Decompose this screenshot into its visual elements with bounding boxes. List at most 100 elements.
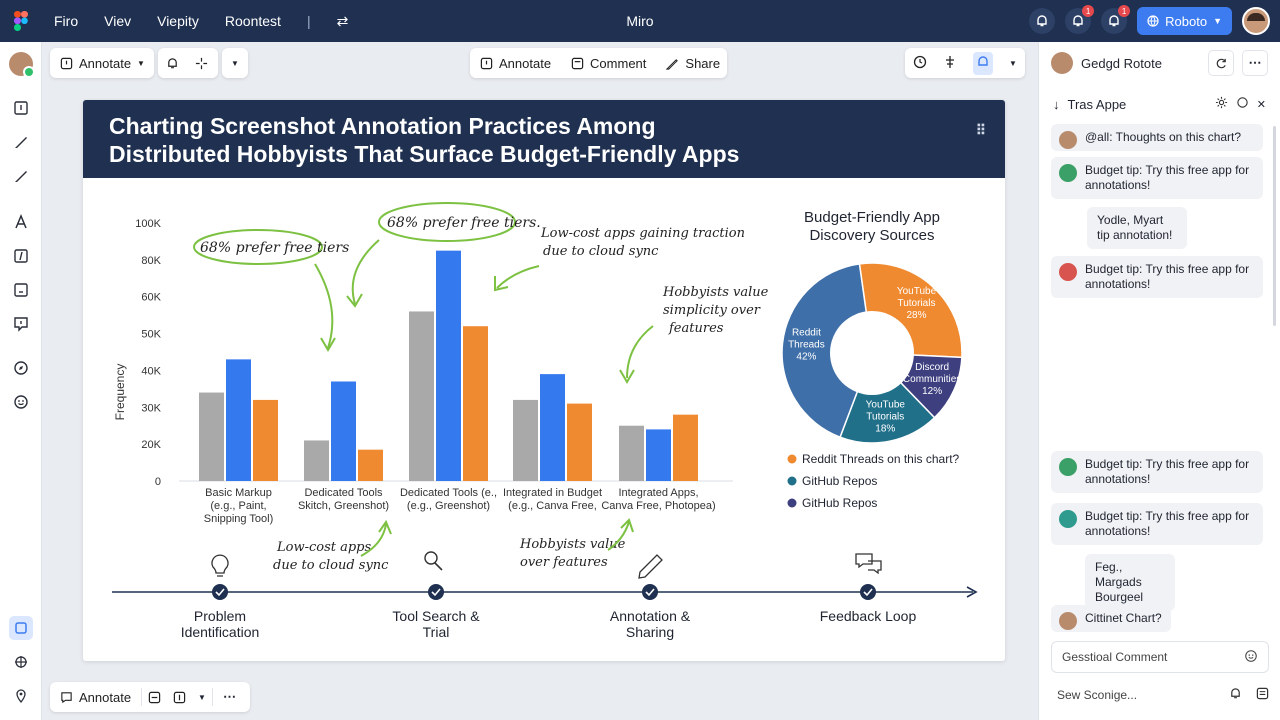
bar[interactable] bbox=[540, 374, 565, 481]
menu-view[interactable]: Viev bbox=[104, 13, 132, 29]
notification-badge: 1 bbox=[1082, 5, 1095, 17]
bar[interactable] bbox=[226, 359, 251, 481]
emoji-icon[interactable] bbox=[11, 392, 31, 412]
panel-scrollbar[interactable] bbox=[1273, 126, 1276, 326]
bell-tool-button[interactable] bbox=[158, 48, 187, 78]
check-icon bbox=[863, 588, 873, 597]
settings-icon[interactable] bbox=[1215, 96, 1228, 112]
panel-footer: Sew Sconige... bbox=[1057, 684, 1269, 706]
bar[interactable] bbox=[304, 440, 329, 481]
bar[interactable] bbox=[409, 311, 434, 481]
chevron-down-icon[interactable]: ▼ bbox=[1009, 58, 1017, 68]
chat-message[interactable]: Cittinet Chart? bbox=[1051, 605, 1171, 632]
left-tool-rail bbox=[0, 42, 42, 720]
frame-tool-icon[interactable] bbox=[11, 280, 31, 300]
bar[interactable] bbox=[358, 449, 383, 481]
cursor-tool-button[interactable] bbox=[187, 48, 216, 78]
refresh-button[interactable] bbox=[1208, 50, 1234, 76]
chat-message[interactable]: Budget tip: Try this free app for annota… bbox=[1051, 256, 1263, 298]
message-avatar bbox=[1059, 510, 1077, 528]
sidebar-toggle-icon[interactable] bbox=[1256, 687, 1269, 703]
annotation-text: simplicity over bbox=[663, 303, 761, 318]
present-icon[interactable] bbox=[973, 51, 994, 75]
timer-icon[interactable] bbox=[913, 55, 927, 72]
timeline-node[interactable] bbox=[860, 584, 876, 600]
pie-slice-label: YouTube bbox=[897, 286, 937, 297]
timeline-node[interactable] bbox=[428, 584, 444, 600]
chat-message[interactable]: Budget tip: Try this free app for annota… bbox=[1051, 503, 1263, 545]
close-icon[interactable]: ✕ bbox=[1256, 98, 1266, 111]
bar[interactable] bbox=[567, 403, 592, 481]
menu-context[interactable]: Roontest bbox=[224, 13, 281, 29]
move-icon[interactable] bbox=[11, 652, 31, 672]
chat-message[interactable]: Yodle, Myart tip annotation! bbox=[1087, 207, 1187, 249]
timeline-node[interactable] bbox=[212, 584, 228, 600]
swap-icon[interactable]: ⇄ bbox=[336, 12, 349, 29]
location-pin-icon[interactable] bbox=[11, 686, 31, 706]
pen-icon[interactable] bbox=[11, 132, 31, 152]
layers-icon[interactable] bbox=[9, 616, 33, 640]
status-circle-icon[interactable] bbox=[1236, 96, 1249, 112]
bell-icon[interactable] bbox=[1229, 687, 1242, 703]
menu-file[interactable]: Firo bbox=[54, 13, 79, 29]
arrow-down-icon[interactable]: ↓ bbox=[1053, 96, 1060, 112]
menu-verify[interactable]: Viepity bbox=[157, 13, 199, 29]
comment-tool-icon[interactable] bbox=[11, 314, 31, 334]
annotation-text: Low-cost apps bbox=[276, 540, 372, 555]
chat-message[interactable]: @all: Thoughts on this chart? bbox=[1051, 124, 1263, 151]
comments-panel: Gedgd Rotote ⋯ ↓ Tras Appe ✕ @all: Thoug… bbox=[1038, 42, 1280, 720]
compass-icon[interactable] bbox=[11, 358, 31, 378]
figma-logo-icon[interactable] bbox=[0, 0, 42, 42]
drag-handle-icon[interactable]: ⠿ bbox=[975, 122, 987, 138]
chat-message[interactable]: Budget tip: Try this free app for annota… bbox=[1051, 157, 1263, 199]
annotation-arrowhead bbox=[619, 369, 635, 384]
user-avatar[interactable] bbox=[1242, 7, 1270, 35]
panel-more-button[interactable]: ⋯ bbox=[1242, 50, 1268, 76]
bar[interactable] bbox=[253, 399, 278, 481]
comment-input-placeholder: Gesstioal Comment bbox=[1062, 650, 1168, 664]
text-tool-icon[interactable] bbox=[11, 212, 31, 232]
current-user-avatar[interactable] bbox=[9, 52, 35, 78]
annotate-dropdown-button[interactable]: Annotate ▼ bbox=[50, 48, 155, 78]
timeline-label: Sharing bbox=[626, 624, 674, 640]
message-text: Budget tip: Try this free app for annota… bbox=[1085, 509, 1250, 538]
x-tick-label: (e.g., Greenshot) bbox=[407, 500, 490, 512]
board-title-line1: Charting Screenshot Annotation Practices… bbox=[109, 113, 656, 139]
x-tick-label: Dedicated Tools (e., bbox=[400, 487, 497, 499]
notifications-button[interactable] bbox=[1029, 8, 1056, 34]
notifications-button-2[interactable]: 1 bbox=[1065, 5, 1095, 34]
page-view-button[interactable] bbox=[167, 682, 192, 712]
annotate-button[interactable]: Annotate bbox=[470, 48, 561, 78]
sticky-note-icon[interactable] bbox=[11, 98, 31, 118]
notifications-button-3[interactable]: 1 bbox=[1101, 5, 1131, 34]
emoji-icon[interactable] bbox=[1244, 649, 1258, 666]
bar[interactable] bbox=[436, 250, 461, 481]
timeline-label: Annotation & bbox=[610, 608, 691, 624]
chat-message[interactable]: Budget tip: Try this free app for annota… bbox=[1051, 451, 1263, 493]
more-tools-dropdown[interactable]: ▼ bbox=[222, 48, 248, 78]
share-button[interactable]: Roboto ▼ bbox=[1137, 7, 1232, 35]
bar[interactable] bbox=[199, 392, 224, 481]
share-board-button[interactable]: Share bbox=[656, 48, 730, 78]
bar[interactable] bbox=[619, 425, 644, 481]
note-tool-icon[interactable] bbox=[11, 246, 31, 266]
bar[interactable] bbox=[673, 414, 698, 481]
comment-input[interactable]: Gesstioal Comment bbox=[1051, 641, 1269, 673]
board-view-button[interactable] bbox=[142, 682, 167, 712]
comment-button[interactable]: Comment bbox=[561, 48, 656, 78]
bar[interactable] bbox=[646, 429, 671, 481]
bar[interactable] bbox=[513, 399, 538, 481]
align-icon[interactable] bbox=[943, 55, 957, 72]
chat-message[interactable]: Feg., Margads Bourgeel bbox=[1085, 554, 1175, 611]
annotate-bottom-button[interactable]: Annotate bbox=[50, 682, 141, 712]
bar[interactable] bbox=[331, 381, 356, 481]
pie-slice[interactable] bbox=[781, 263, 873, 439]
more-icon: ⋯ bbox=[1248, 55, 1262, 70]
timeline-node[interactable] bbox=[642, 584, 658, 600]
chevron-down-icon[interactable]: ▼ bbox=[198, 692, 206, 702]
board-frame[interactable]: Charting Screenshot Annotation Practices… bbox=[83, 100, 1005, 661]
marker-icon[interactable] bbox=[11, 166, 31, 186]
more-icon[interactable]: ⋯ bbox=[222, 689, 236, 704]
footer-text[interactable]: Sew Sconige... bbox=[1057, 688, 1138, 702]
bar[interactable] bbox=[463, 326, 488, 481]
